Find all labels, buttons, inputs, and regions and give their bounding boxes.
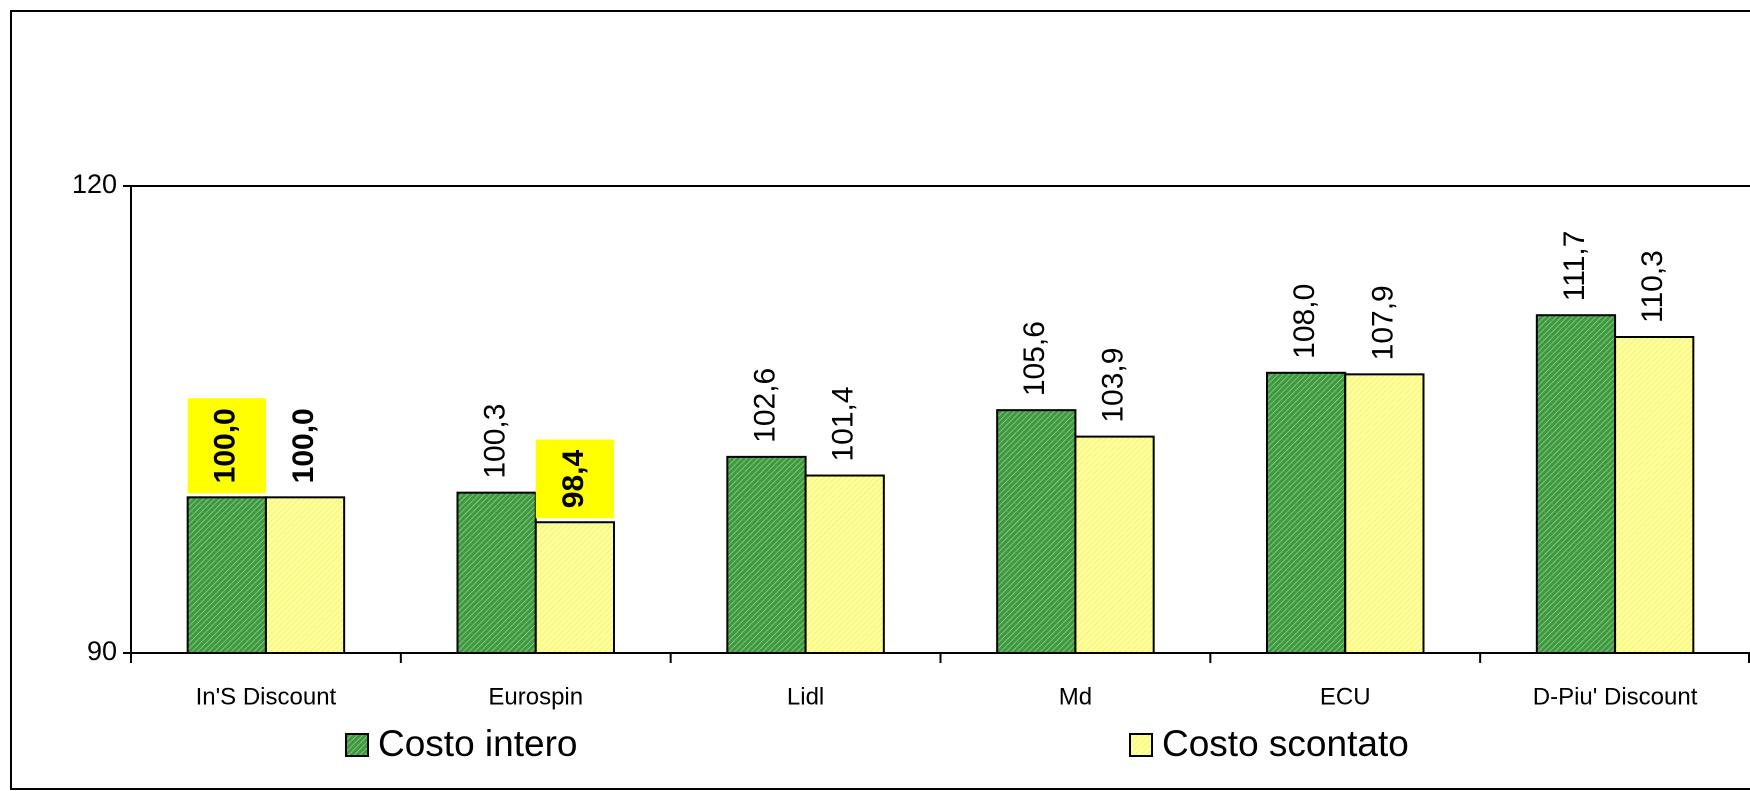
legend-swatch bbox=[345, 733, 369, 757]
value-label: 111,7 bbox=[1558, 231, 1591, 302]
bar bbox=[264, 496, 346, 655]
value-label: 100,0 bbox=[209, 408, 242, 483]
bar bbox=[534, 521, 616, 654]
value-label: 105,6 bbox=[1018, 321, 1051, 396]
value-label: 101,4 bbox=[827, 386, 860, 461]
legend-label: Costo intero bbox=[378, 723, 578, 764]
label-highlight bbox=[187, 398, 266, 494]
x-tick-label: Eurospin bbox=[488, 683, 583, 710]
bar bbox=[1265, 371, 1347, 654]
bar bbox=[456, 491, 537, 654]
legend-swatch bbox=[1129, 733, 1153, 757]
value-label: 110,3 bbox=[1636, 250, 1669, 323]
x-tick-label: D-Piu' Discount bbox=[1533, 683, 1698, 710]
x-tick-label: Md bbox=[1059, 683, 1092, 710]
frame bbox=[10, 10, 1750, 790]
y-tick-label: 120 bbox=[72, 169, 117, 199]
bar bbox=[1614, 335, 1695, 654]
x-tick-label: In'S Discount bbox=[196, 683, 337, 710]
bar bbox=[726, 455, 807, 654]
value-label: 100,3 bbox=[479, 404, 512, 479]
bar bbox=[1074, 435, 1155, 654]
value-label: 100,0 bbox=[287, 408, 320, 483]
value-label: 103,9 bbox=[1096, 348, 1129, 423]
bar bbox=[804, 474, 885, 655]
bar bbox=[186, 496, 267, 655]
label-highlight bbox=[535, 439, 615, 519]
value-label: 107,9 bbox=[1366, 285, 1399, 360]
value-label: 102,6 bbox=[748, 368, 781, 443]
x-tick-label: ECU bbox=[1320, 683, 1371, 710]
value-label: 98,4 bbox=[557, 450, 590, 509]
bar bbox=[996, 409, 1077, 654]
x-tick-label: Lidl bbox=[787, 683, 824, 710]
legend-label: Costo scontato bbox=[1162, 723, 1409, 764]
bar bbox=[1344, 373, 1425, 654]
bar bbox=[1535, 314, 1617, 654]
y-tick-label: 90 bbox=[87, 636, 117, 666]
value-label: 108,0 bbox=[1288, 284, 1321, 359]
